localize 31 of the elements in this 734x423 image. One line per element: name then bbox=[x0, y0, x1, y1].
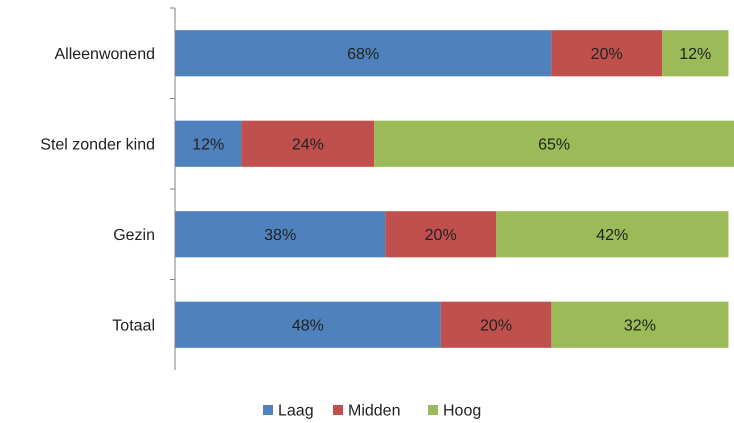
data-label: 65% bbox=[538, 136, 570, 154]
bar bbox=[175, 120, 242, 167]
y-tick-label: Alleenwonend bbox=[54, 46, 155, 63]
bar bbox=[551, 302, 728, 348]
data-label: 38% bbox=[264, 226, 296, 244]
y-tick-label: Stel zonder kind bbox=[40, 136, 155, 154]
data-label: 48% bbox=[292, 317, 324, 334]
y-tick-label: Gezin bbox=[113, 226, 155, 244]
legend-label: Hoog bbox=[443, 402, 482, 420]
data-label: 12% bbox=[679, 46, 712, 63]
bar bbox=[175, 211, 386, 258]
y-tick-label: Totaal bbox=[112, 317, 155, 334]
data-label: 12% bbox=[192, 136, 224, 154]
bar bbox=[175, 302, 441, 348]
data-label: 20% bbox=[590, 46, 623, 63]
data-label: 20% bbox=[480, 317, 512, 334]
bar bbox=[496, 211, 728, 258]
bar bbox=[175, 30, 552, 76]
legend-label: Midden bbox=[348, 402, 400, 420]
data-label: 32% bbox=[624, 317, 656, 334]
data-label: 20% bbox=[424, 226, 457, 244]
data-label: 24% bbox=[292, 136, 324, 154]
data-label: 68% bbox=[347, 46, 380, 63]
bar bbox=[374, 120, 734, 167]
data-label: 42% bbox=[596, 226, 628, 244]
bar bbox=[440, 302, 552, 348]
bar bbox=[662, 30, 728, 76]
legend-label: Laag bbox=[278, 402, 314, 420]
bar bbox=[385, 211, 496, 258]
bar bbox=[241, 120, 374, 167]
bar bbox=[551, 30, 662, 76]
